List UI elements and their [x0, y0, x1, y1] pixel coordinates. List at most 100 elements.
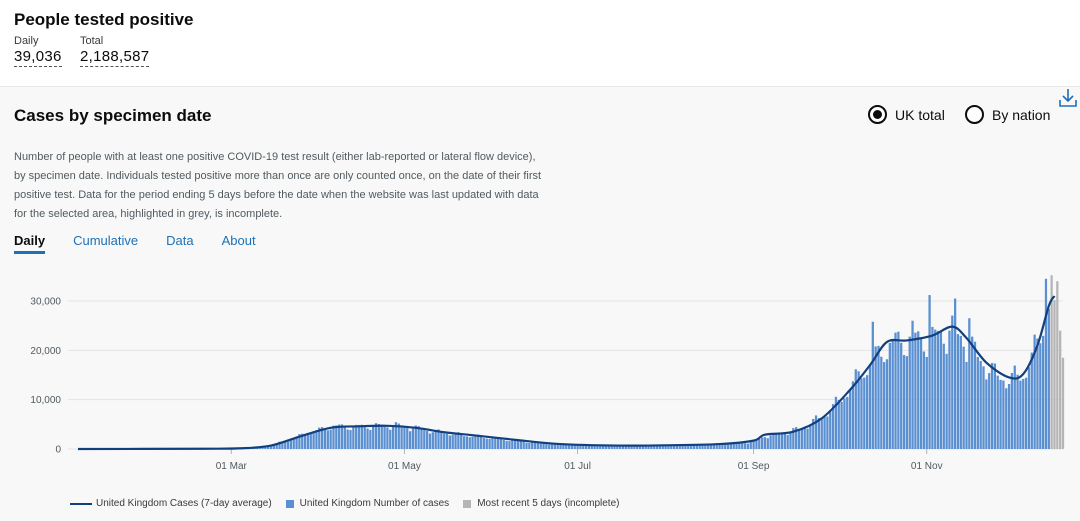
case-bar — [715, 443, 718, 449]
case-bar — [567, 445, 571, 449]
case-bar — [1019, 380, 1022, 449]
case-bar — [406, 428, 409, 449]
case-bar — [692, 444, 696, 449]
case-bar — [636, 444, 639, 449]
case-bar — [579, 444, 582, 449]
case-bar — [377, 424, 381, 449]
case-bar — [576, 444, 579, 449]
case-bar — [917, 331, 920, 449]
case-bar — [670, 445, 673, 449]
case-bar — [919, 337, 923, 449]
case-bar — [508, 441, 511, 449]
case-bar — [397, 423, 400, 449]
case-bar — [942, 343, 945, 449]
legend-item-cases[interactable]: United Kingdom Number of cases — [285, 498, 450, 509]
case-bar — [965, 361, 968, 449]
radio-uk-total-label: UK total — [895, 106, 945, 123]
case-bar — [829, 411, 832, 449]
summary-header: People tested positive Daily 39,036 Tota… — [0, 0, 1080, 86]
case-bar — [647, 445, 650, 449]
case-bar — [840, 401, 843, 449]
case-bar — [448, 435, 451, 449]
case-bar — [661, 445, 664, 449]
case-bar — [1030, 352, 1033, 449]
case-bar — [559, 444, 562, 449]
case-bar — [570, 444, 574, 449]
legend-item-average[interactable]: United Kingdom Cases (7-day average) — [70, 498, 272, 509]
case-bar — [420, 429, 423, 449]
case-bar — [542, 443, 545, 449]
case-bar — [488, 438, 491, 449]
case-bar — [806, 428, 809, 449]
case-bar — [641, 445, 645, 449]
legend-item-incomplete[interactable]: Most recent 5 days (incomplete) — [463, 498, 619, 509]
case-bar — [550, 443, 554, 449]
case-bar — [971, 336, 974, 449]
total-value[interactable]: 2,188,587 — [80, 48, 150, 67]
case-bar — [482, 438, 486, 449]
case-bar — [1010, 372, 1014, 449]
case-bar — [627, 446, 630, 449]
case-bar — [738, 442, 741, 449]
case-bar — [874, 346, 877, 449]
case-bar — [613, 445, 616, 449]
case-bar — [982, 366, 985, 449]
case-bar — [633, 445, 636, 449]
case-bar — [780, 433, 784, 449]
case-bar — [443, 433, 446, 449]
radio-selected-icon — [868, 105, 887, 124]
case-bar — [355, 424, 358, 449]
case-bar — [812, 418, 815, 449]
case-bar — [695, 444, 698, 449]
case-bar — [545, 444, 548, 449]
case-bar — [343, 426, 346, 449]
case-bar — [863, 377, 866, 449]
radio-by-nation[interactable]: By nation — [965, 105, 1050, 124]
tab-data[interactable]: Data — [166, 233, 194, 248]
case-bar — [278, 441, 281, 449]
case-bar — [536, 442, 539, 449]
daily-metric: Daily 39,036 — [14, 35, 62, 67]
case-bar — [408, 431, 412, 449]
case-bar — [619, 445, 622, 449]
case-bar — [269, 445, 273, 449]
case-bar — [712, 443, 715, 449]
case-bar — [684, 445, 687, 449]
case-bar — [301, 433, 304, 449]
case-bar — [687, 445, 690, 449]
chart-tabs: Daily Cumulative Data About — [14, 233, 284, 254]
tab-daily[interactable]: Daily — [14, 233, 46, 254]
case-bar — [607, 446, 610, 449]
incomplete-bar — [1061, 357, 1065, 449]
case-bar — [826, 416, 829, 449]
case-bar — [320, 427, 324, 449]
tab-cumulative[interactable]: Cumulative — [73, 233, 139, 248]
daily-value[interactable]: 39,036 — [14, 48, 62, 67]
case-bar — [374, 423, 378, 449]
radio-unselected-icon — [965, 105, 984, 124]
case-bar — [454, 433, 457, 449]
legend-line-swatch — [70, 502, 92, 505]
case-bar — [616, 445, 619, 449]
case-bar — [556, 444, 559, 449]
legend-label-cases: United Kingdom Number of cases — [299, 498, 450, 509]
case-bar — [1022, 378, 1025, 449]
tab-about[interactable]: About — [221, 233, 256, 248]
case-bar — [726, 444, 730, 449]
case-bar — [988, 373, 991, 449]
case-bar — [868, 364, 872, 449]
case-bar — [275, 443, 278, 449]
legend-label-average: United Kingdom Cases (7-day average) — [96, 498, 272, 509]
case-bar — [590, 445, 593, 449]
case-bar — [315, 430, 318, 449]
case-bar — [479, 436, 483, 449]
case-bar — [499, 438, 503, 449]
chart-description: Number of people with at least one posit… — [14, 151, 542, 220]
case-bar — [911, 320, 914, 449]
case-bar — [338, 424, 341, 449]
case-bar — [428, 433, 432, 449]
download-icon[interactable] — [1058, 87, 1078, 109]
card-title: Cases by specimen date — [14, 106, 212, 125]
radio-uk-total[interactable]: UK total — [868, 105, 945, 124]
case-bar — [789, 431, 792, 449]
